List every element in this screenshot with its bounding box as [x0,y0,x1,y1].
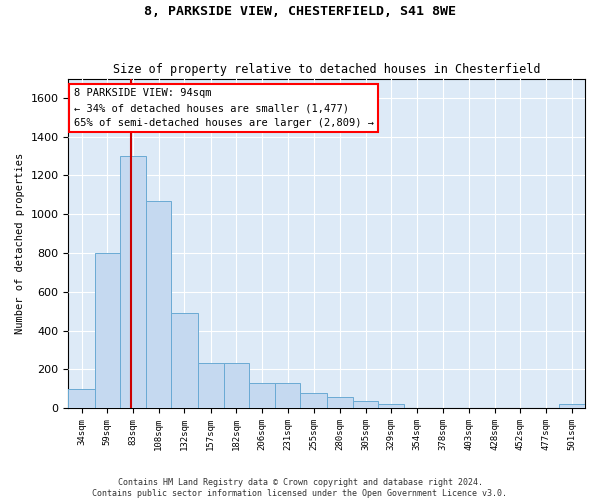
Bar [378,404,404,408]
Bar [224,364,249,408]
Bar [275,383,301,408]
Bar [120,156,146,408]
Text: 8, PARKSIDE VIEW, CHESTERFIELD, S41 8WE: 8, PARKSIDE VIEW, CHESTERFIELD, S41 8WE [144,5,456,18]
Bar [353,401,378,408]
Y-axis label: Number of detached properties: Number of detached properties [15,152,25,334]
Bar [95,253,120,408]
Bar [146,200,172,408]
Text: 8 PARKSIDE VIEW: 94sqm
← 34% of detached houses are smaller (1,477)
65% of semi-: 8 PARKSIDE VIEW: 94sqm ← 34% of detached… [74,88,374,128]
Bar [249,383,275,408]
Title: Size of property relative to detached houses in Chesterfield: Size of property relative to detached ho… [113,63,541,76]
Text: Contains HM Land Registry data © Crown copyright and database right 2024.
Contai: Contains HM Land Registry data © Crown c… [92,478,508,498]
Bar [559,404,585,408]
Bar [172,313,197,408]
Bar [301,392,327,408]
Bar [68,388,95,408]
Bar [327,398,353,408]
Bar [197,364,224,408]
